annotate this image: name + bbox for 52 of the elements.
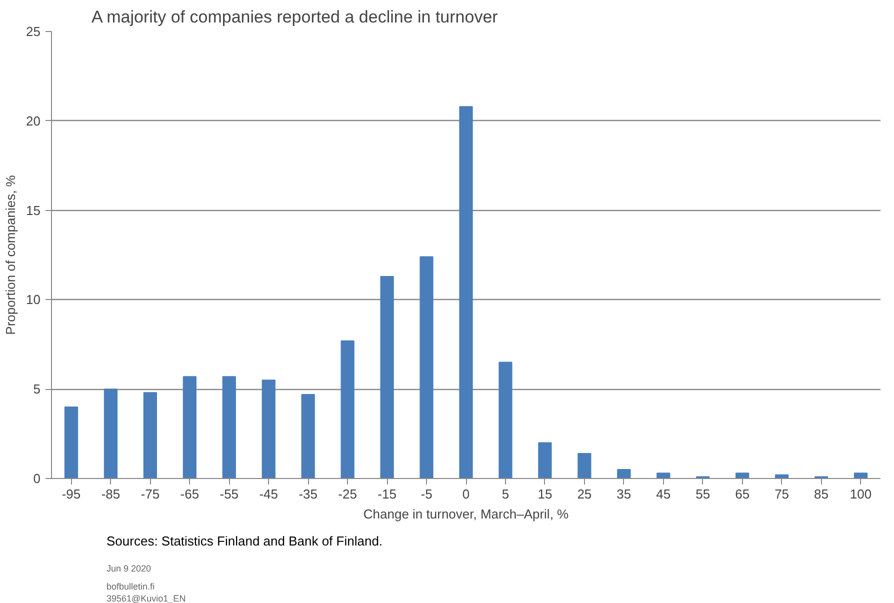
bar	[736, 472, 750, 478]
source-note: Sources: Statistics Finland and Bank of Finland.	[106, 534, 383, 548]
x-tick-label: 0	[462, 486, 470, 502]
bar	[538, 442, 552, 478]
y-tick-label: 10	[26, 292, 41, 308]
bar	[262, 380, 276, 478]
x-tick-label: 25	[577, 486, 592, 502]
bar	[656, 472, 670, 478]
y-tick-label: 0	[33, 471, 41, 486]
x-tick-label: -75	[140, 486, 160, 502]
bar	[578, 452, 592, 478]
x-tick-label: -85	[101, 486, 120, 502]
y-tick-label: 15	[26, 202, 41, 218]
x-tick-label: 5	[502, 486, 510, 502]
x-tick-label: -25	[338, 486, 357, 502]
x-axis-title: Change in turnover, March–April, %	[363, 506, 570, 522]
bar	[301, 394, 315, 478]
x-tick-label: -5	[420, 486, 432, 502]
bar	[182, 376, 196, 478]
y-tick-label: 20	[26, 113, 41, 128]
text: bofbulletin.fi	[106, 582, 155, 592]
bar	[617, 469, 631, 478]
x-tick-label: -35	[298, 486, 318, 502]
bar	[104, 388, 118, 478]
bar	[143, 392, 158, 478]
y-axis-title: Proportion of companies, %	[3, 174, 18, 335]
x-tick-label: 85	[814, 486, 829, 502]
x-tick-label: 15	[538, 486, 552, 502]
bar	[854, 472, 868, 478]
y-tick-label: 5	[33, 382, 41, 397]
bar	[64, 406, 78, 478]
x-tick-label: 35	[616, 486, 632, 502]
x-tick-label: 100	[850, 486, 872, 502]
x-tick-label: -45	[259, 486, 278, 502]
bar	[340, 340, 354, 478]
x-tick-label: -15	[378, 486, 396, 502]
x-tick-label: -65	[180, 486, 200, 502]
bar	[459, 106, 473, 478]
text: 39561@Kuvio1_EN	[106, 594, 186, 603]
x-tick-label: 45	[656, 486, 671, 502]
text: Jun 9 2020	[106, 564, 152, 574]
y-tick-label: 25	[26, 24, 41, 39]
x-tick-label: 65	[735, 486, 750, 502]
x-tick-label: 55	[696, 486, 710, 502]
x-tick-label: 75	[774, 486, 790, 502]
x-tick-label: -55	[220, 486, 239, 502]
bar	[380, 276, 394, 478]
chart-title: A majority of companies reported a decline in turnover	[92, 8, 498, 26]
bar	[420, 256, 434, 478]
bar	[222, 376, 236, 478]
x-tick-label: -95	[62, 486, 81, 502]
bar	[498, 362, 512, 478]
